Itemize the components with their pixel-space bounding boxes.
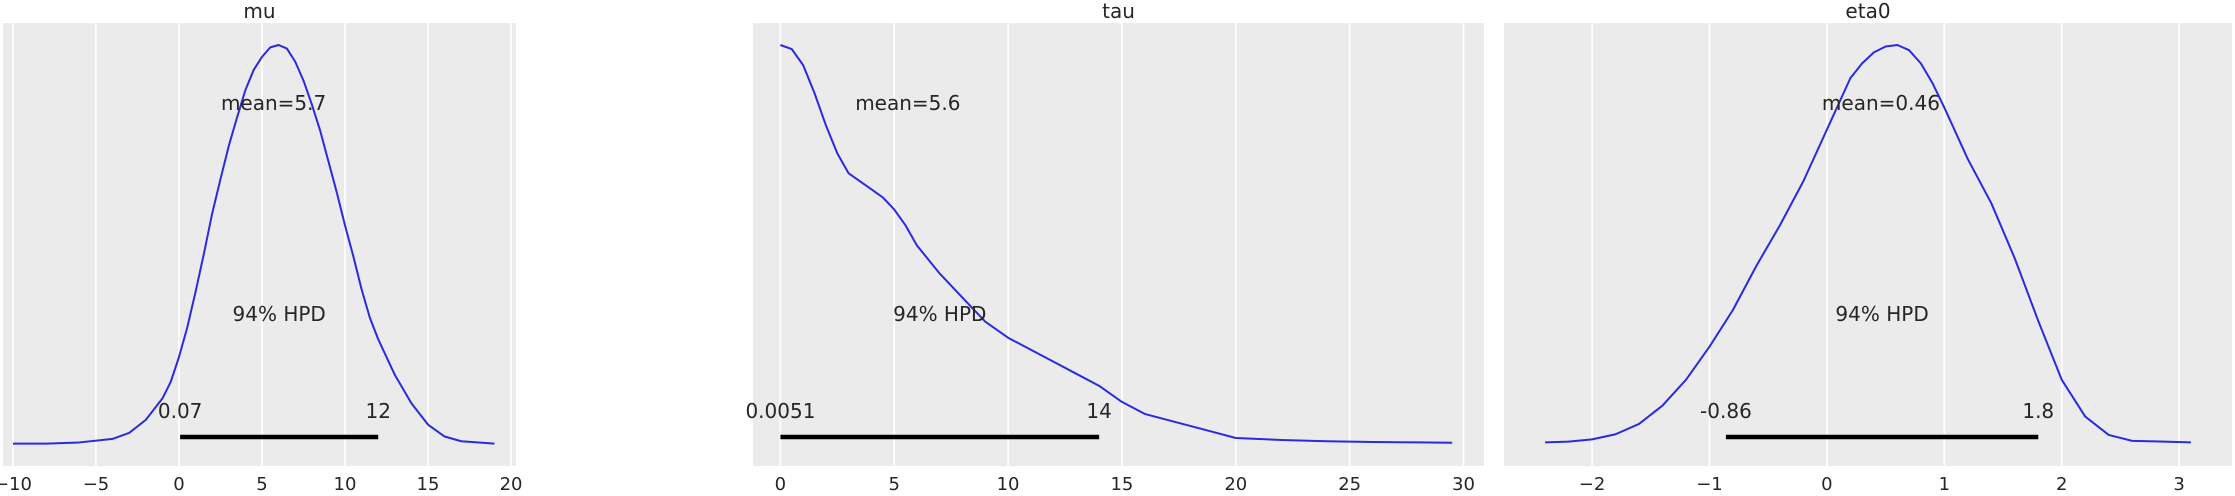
x-tick-label: 0 [173, 474, 184, 495]
panel-tau: 0 5 10 15 20 25 30 tau mean=5.6 94% HPD 0.0051 14 [745, 0, 1484, 495]
panel-title: eta0 [1845, 0, 1890, 23]
x-tick-label: 3 [2173, 474, 2184, 495]
hpd-endpoint-label: 14 [1086, 399, 1111, 423]
x-tick-label: 30 [1452, 474, 1475, 495]
x-tick-label: 15 [1110, 474, 1133, 495]
x-tick-label: 0 [775, 474, 786, 495]
plot-background [3, 23, 516, 466]
x-tick-label: 10 [997, 474, 1020, 495]
plot-background [1504, 23, 2232, 466]
x-tick-label: −5 [83, 474, 110, 495]
panel-eta0: −2 −1 0 1 2 3 eta0 mean=0.46 94% HPD -0.86 1.8 [1504, 0, 2232, 495]
x-tick-label: 20 [1224, 474, 1247, 495]
x-tick-label: 20 [500, 474, 523, 495]
hpd-label: 94% HPD [893, 302, 986, 326]
density-curve [779, 44, 1453, 444]
hpd-endpoint-label: 1.8 [2022, 399, 2054, 423]
panel-mu: −10 −5 0 5 10 15 20 mu mean=5.7 94% HPD 0.07 12 [0, 0, 522, 495]
panel-title: mu [243, 0, 275, 23]
x-tick-label: 10 [334, 474, 357, 495]
hpd-endpoint-label: 0.07 [158, 399, 203, 423]
x-tick-label: 5 [256, 474, 267, 495]
hpd-label: 94% HPD [1835, 302, 1928, 326]
x-tick-label: −1 [1696, 474, 1723, 495]
hpd-endpoint-label: 12 [365, 399, 390, 423]
mean-label: mean=0.46 [1822, 91, 1940, 115]
hpd-label: 94% HPD [233, 302, 326, 326]
mean-label: mean=5.7 [221, 91, 326, 115]
x-tick-label: 0 [1821, 474, 1832, 495]
x-tick-label: 1 [1939, 474, 1950, 495]
hpd-endpoint-label: 0.0051 [745, 399, 815, 423]
density-curve [1545, 44, 2191, 444]
hpd-endpoint-label: -0.86 [1700, 399, 1752, 423]
x-tick-label: 25 [1338, 474, 1361, 495]
x-tick-label: −2 [1579, 474, 1606, 495]
mean-label: mean=5.6 [855, 91, 960, 115]
density-curve [12, 44, 495, 445]
panel-title: tau [1102, 0, 1135, 23]
x-tick-label: 5 [888, 474, 899, 495]
x-tick-label: 2 [2056, 474, 2067, 495]
x-tick-label: 15 [417, 474, 440, 495]
x-tick-label: −10 [0, 474, 32, 495]
plot-background [753, 23, 1484, 466]
